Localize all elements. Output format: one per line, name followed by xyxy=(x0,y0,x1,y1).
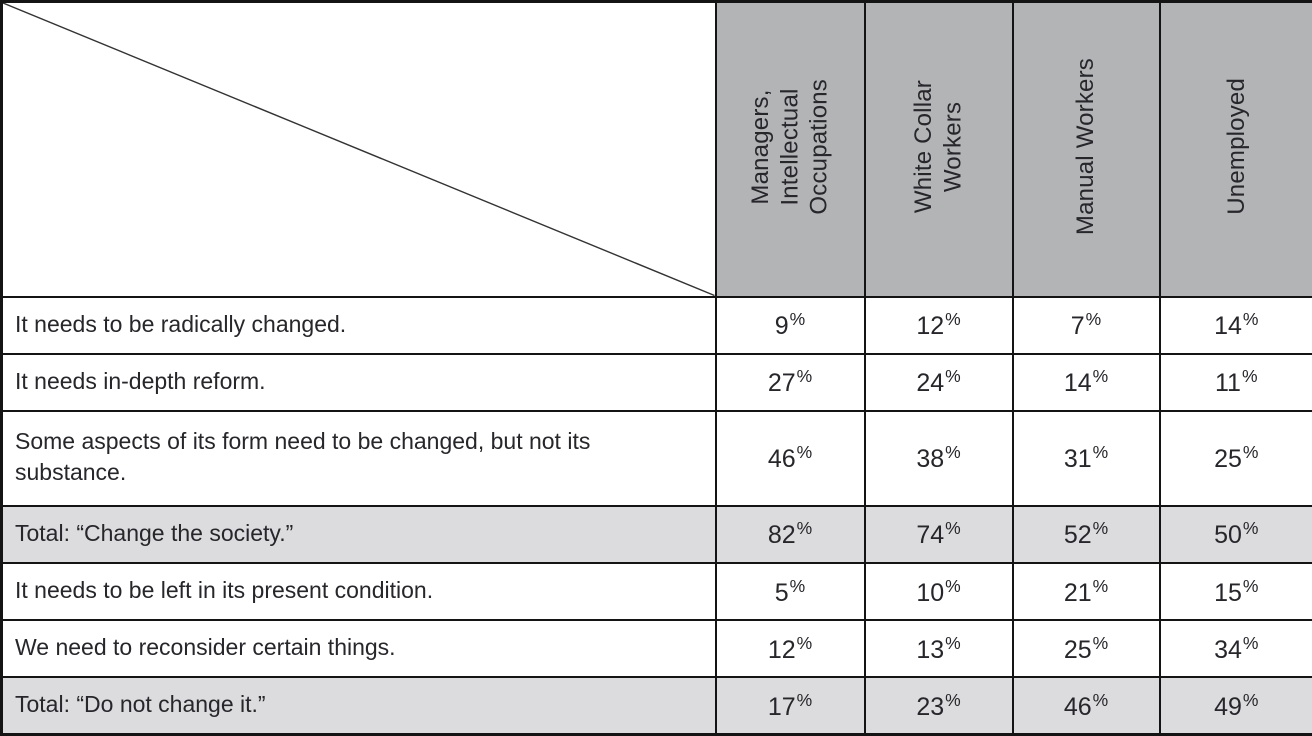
value-cell: 49% xyxy=(1158,676,1312,736)
value-cell: 21% xyxy=(1011,562,1161,622)
value-cell: 23% xyxy=(863,676,1014,736)
column-header-unemployed: Unemployed xyxy=(1158,0,1312,298)
value-cell: 10% xyxy=(863,562,1014,622)
table-row-present-condition: It needs to be left in its present condi… xyxy=(0,562,1312,622)
row-label: It needs in-depth reform. xyxy=(0,352,717,412)
value-cell: 5% xyxy=(714,562,866,622)
diagonal-line xyxy=(3,3,715,296)
value-cell: 15% xyxy=(1158,562,1312,622)
value-cell: 74% xyxy=(863,504,1014,565)
value-cell: 7% xyxy=(1011,295,1161,355)
table-row-in-depth-reform: It needs in-depth reform. 27% 24% 14% 11… xyxy=(0,352,1312,412)
value-cell: 82% xyxy=(714,504,866,565)
value-cell: 9% xyxy=(714,295,866,355)
value-cell: 25% xyxy=(1158,409,1312,507)
value-cell: 17% xyxy=(714,676,866,736)
table-row-total-do-not-change: Total: “Do not change it.” 17% 23% 46% 4… xyxy=(0,676,1312,736)
value-cell: 52% xyxy=(1011,504,1161,565)
value-cell: 13% xyxy=(863,619,1014,679)
value-cell: 24% xyxy=(863,352,1014,412)
row-label: It needs to be left in its present condi… xyxy=(0,562,717,622)
value-cell: 46% xyxy=(1011,676,1161,736)
value-cell: 31% xyxy=(1011,409,1161,507)
value-cell: 25% xyxy=(1011,619,1161,679)
value-cell: 11% xyxy=(1158,352,1312,412)
table-row-radically-changed: It needs to be radically changed. 9% 12%… xyxy=(0,295,1312,355)
value-cell: 14% xyxy=(1011,352,1161,412)
column-header-label: Manual Workers xyxy=(1072,58,1100,236)
table-row-reconsider-things: We need to reconsider certain things. 12… xyxy=(0,619,1312,679)
value-cell: 12% xyxy=(714,619,866,679)
value-cell: 38% xyxy=(863,409,1014,507)
row-label: Total: “Do not change it.” xyxy=(0,676,717,736)
row-label: Some aspects of its form need to be chan… xyxy=(0,409,717,507)
value-cell: 50% xyxy=(1158,504,1312,565)
row-label: We need to reconsider certain things. xyxy=(0,619,717,679)
row-label: Total: “Change the society.” xyxy=(0,504,717,565)
value-cell: 34% xyxy=(1158,619,1312,679)
value-cell: 12% xyxy=(863,295,1014,355)
column-header-manual-workers: Manual Workers xyxy=(1011,0,1161,298)
value-cell: 14% xyxy=(1158,295,1312,355)
row-label: It needs to be radically changed. xyxy=(0,295,717,355)
table-row-some-aspects: Some aspects of its form need to be chan… xyxy=(0,409,1312,507)
column-header-label: Unemployed xyxy=(1222,78,1250,216)
table-row-total-change-society: Total: “Change the society.” 82% 74% 52%… xyxy=(0,504,1312,565)
column-header-label: White Collar Workers xyxy=(910,80,967,214)
corner-cell xyxy=(0,0,717,298)
header-row: Managers, Intellectual Occupations White… xyxy=(0,0,1312,298)
value-cell: 27% xyxy=(714,352,866,412)
value-cell: 46% xyxy=(714,409,866,507)
column-header-white-collar: White Collar Workers xyxy=(863,0,1014,298)
column-header-managers-intellectual: Managers, Intellectual Occupations xyxy=(714,0,866,298)
column-header-label: Managers, Intellectual Occupations xyxy=(747,78,833,215)
